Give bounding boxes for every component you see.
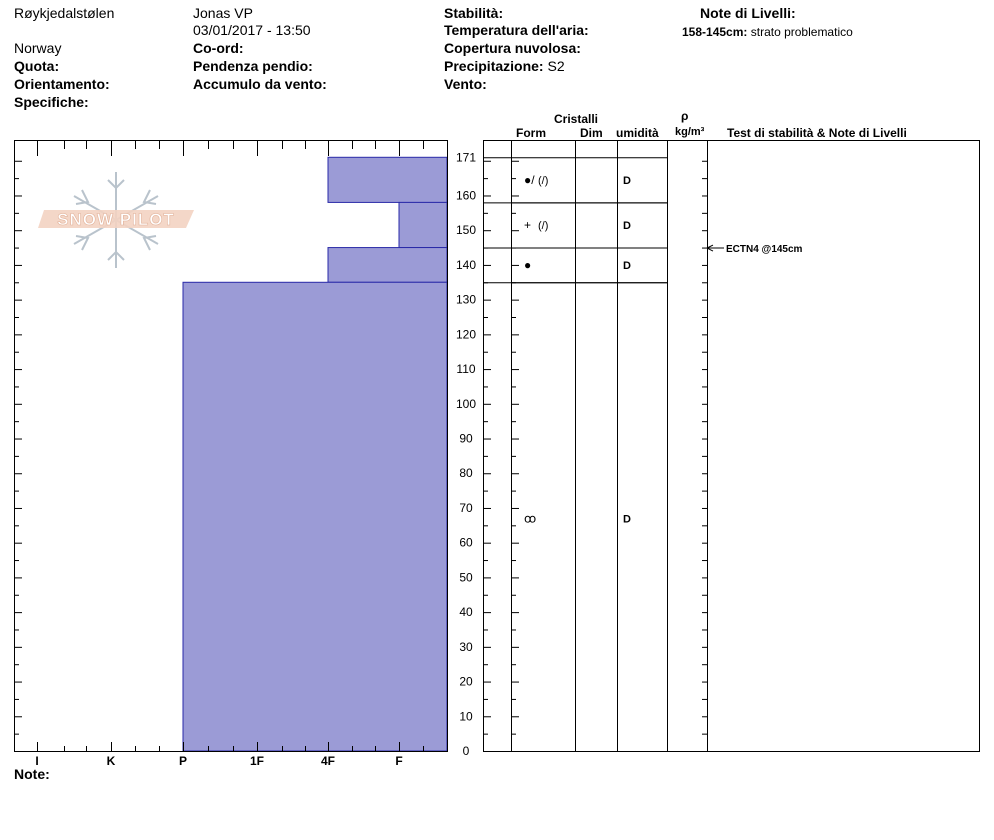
- header-rho: ρ: [681, 109, 689, 123]
- coord-label: Co-ord:: [193, 40, 244, 56]
- layer-note-range: 158-145cm:: [682, 25, 748, 39]
- stability-arrow-icon: [705, 244, 714, 252]
- depth-label-140: 140: [456, 258, 476, 272]
- header-moisture: umidità: [616, 126, 659, 140]
- hardness-bar-1: [398, 201, 448, 249]
- crystal-form-2: ●: [524, 258, 531, 272]
- country: Norway: [14, 40, 62, 56]
- depth-label-20: 20: [459, 675, 473, 689]
- observer-name: Jonas VP: [193, 5, 253, 21]
- layer-notes-title: Note di Livelli:: [700, 5, 796, 21]
- stability-label: Stabilità:: [444, 5, 504, 21]
- moisture-1: D: [623, 220, 631, 232]
- cloud-cover-label: Copertura nuvolosa:: [444, 40, 581, 56]
- header-stability-notes: Test di stabilità & Note di Livelli: [727, 126, 907, 140]
- depth-label-90: 90: [459, 432, 473, 446]
- crystal-form-0: ●/: [524, 173, 535, 187]
- stability-test-label: ECTN4 @145cm: [726, 244, 803, 255]
- depth-label-120: 120: [456, 327, 476, 341]
- crystal-form-1: +: [524, 218, 531, 232]
- location-name: Røykjedalstølen: [14, 5, 115, 21]
- precipitation-row: Precipitazione: S2: [444, 58, 565, 74]
- crystal-form-3: ꝏ: [524, 511, 536, 525]
- crystal-form-secondary-0: (/): [538, 175, 548, 187]
- depth-label-150: 150: [456, 223, 476, 237]
- wind-label: Vento:: [444, 76, 487, 92]
- header-form: Form: [516, 126, 546, 140]
- depth-label-160: 160: [456, 188, 476, 202]
- precipitation-label: Precipitazione:: [444, 58, 544, 74]
- depth-label-110: 110: [456, 362, 475, 376]
- depth-label-60: 60: [459, 536, 473, 550]
- snowpilot-watermark-logo: SNOW PILOT: [38, 172, 194, 268]
- crystal-form-secondary-1: (/): [538, 220, 548, 232]
- hardness-frame: [14, 140, 448, 752]
- depth-label-30: 30: [459, 640, 473, 654]
- depth-label-10: 10: [459, 709, 473, 723]
- hardness-label-1F: 1F: [250, 754, 264, 768]
- wind-loading-label: Accumulo da vento:: [193, 76, 327, 92]
- specifics-label: Specifiche:: [14, 94, 89, 110]
- hardness-left-ticks: [14, 160, 22, 752]
- layer-note: 158-145cm: strato problematico: [682, 24, 853, 40]
- hardness-bar-0: [327, 156, 448, 203]
- depth-label-40: 40: [459, 605, 473, 619]
- hardness-label-P: P: [179, 754, 187, 768]
- header-size: Dim: [580, 126, 603, 140]
- hardness-bars: [182, 156, 448, 752]
- header-density-unit: kg/m³: [675, 126, 705, 138]
- hardness-label-K: K: [107, 754, 116, 768]
- elevation-label: Quota:: [14, 58, 60, 74]
- crystal-table: [483, 140, 980, 752]
- hardness-bar-3: [182, 281, 448, 752]
- hardness-top-ticks: [37, 141, 424, 751]
- hardness-bar-2: [327, 247, 448, 283]
- depth-label-100: 100: [456, 397, 476, 411]
- hardness-label-4F: 4F: [321, 754, 335, 768]
- watermark-banner: [38, 210, 194, 228]
- notes-label: Note:: [14, 766, 50, 782]
- depth-label-80: 80: [459, 466, 473, 480]
- observation-datetime: 03/01/2017 - 13:50: [193, 22, 311, 38]
- air-temp-label: Temperatura dell'aria:: [444, 22, 589, 38]
- moisture-2: D: [623, 260, 631, 272]
- watermark-text: SNOW PILOT: [57, 210, 175, 229]
- crystal-table-border: [483, 140, 980, 752]
- layer-note-text: strato problematico: [750, 25, 853, 39]
- moisture-0: D: [623, 175, 631, 187]
- hardness-label-I: I: [35, 754, 38, 768]
- crystal-table-rows: ●/(/) D+ (/) D● Dꝏ D: [483, 157, 667, 525]
- hardness-axis-labels: I K P 1F 4F F: [35, 754, 402, 768]
- depth-label-0: 0: [463, 744, 470, 758]
- stability-test-marker: ECTN4 @145cm: [705, 244, 803, 255]
- moisture-3: D: [623, 513, 631, 525]
- slope-label: Pendenza pendio:: [193, 58, 313, 74]
- depth-axis: 0 10 20 30 40 50 60 70 80 90 100 110 120 130 140 150 160…: [456, 150, 707, 758]
- depth-label-50: 50: [459, 570, 473, 584]
- aspect-label: Orientamento:: [14, 76, 110, 92]
- depth-label-70: 70: [459, 501, 473, 515]
- precipitation-value: S2: [547, 58, 565, 74]
- depth-label-171: 171: [456, 150, 476, 164]
- hardness-label-F: F: [395, 754, 402, 768]
- hardness-plot-border: [14, 140, 448, 752]
- header-crystals: Cristalli: [554, 112, 599, 126]
- depth-label-130: 130: [456, 293, 476, 307]
